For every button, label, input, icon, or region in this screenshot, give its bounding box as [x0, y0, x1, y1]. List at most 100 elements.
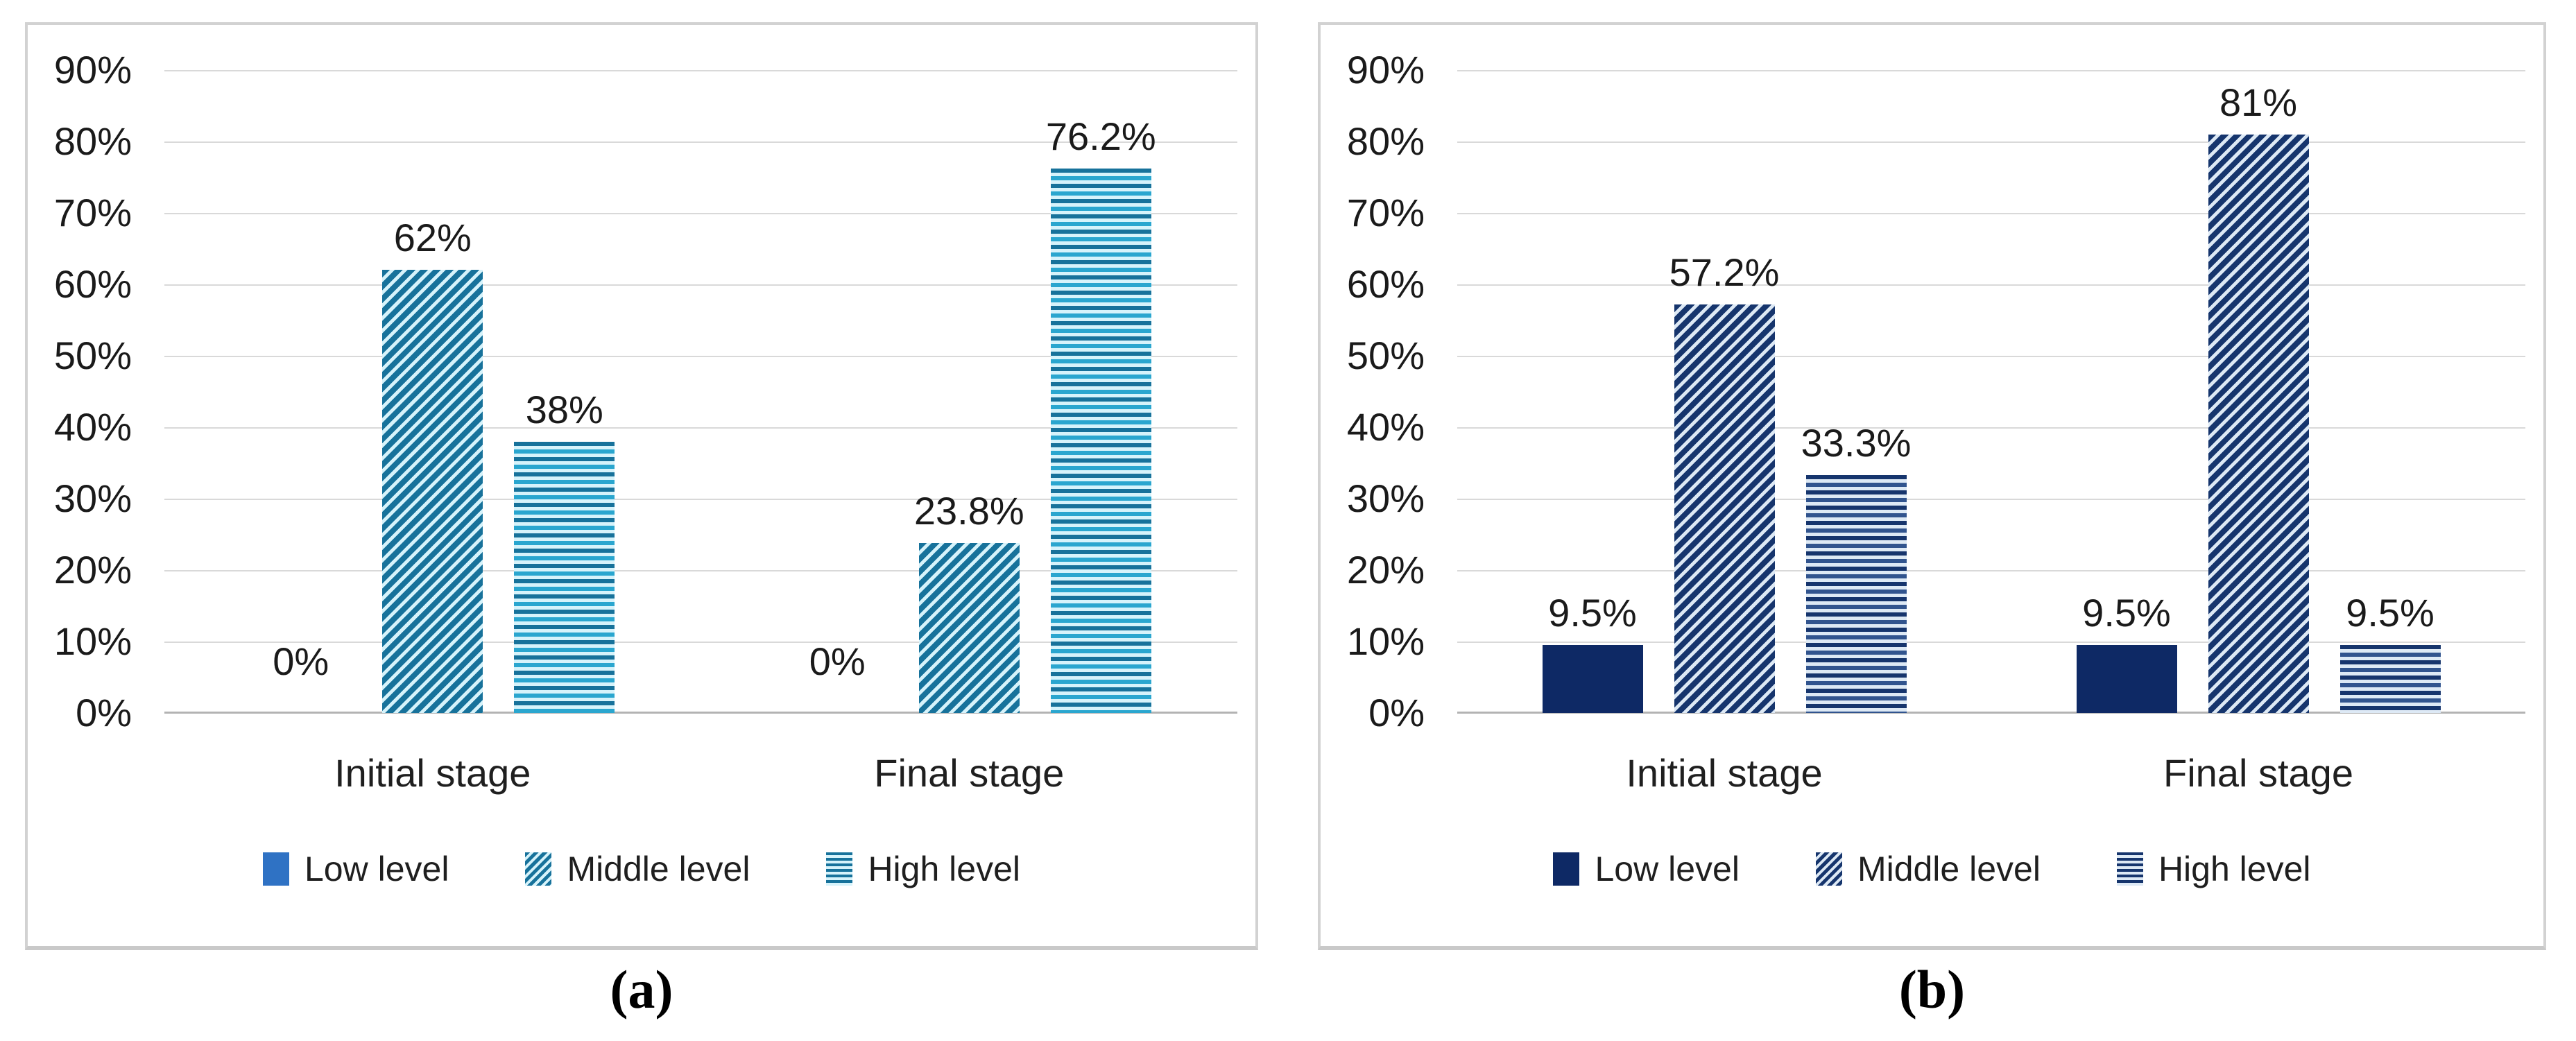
legend-swatch-diagonal-icon: [1815, 852, 1842, 886]
bar-value-label: 0%: [809, 639, 866, 683]
y-axis-tick-label: 50%: [53, 334, 132, 377]
plot-area: 0% 62% 38% 0% 23.8% 76.2%: [164, 70, 1237, 714]
bar-value-label: 9.5%: [1548, 591, 1637, 635]
bar-a-final-stage-high-level: 76.2%: [1046, 117, 1156, 713]
gridline: [164, 499, 1237, 500]
x-axis-line: [1457, 712, 2525, 714]
y-axis-tick-label: 0%: [1368, 691, 1425, 734]
y-axis-tick-label: 60%: [53, 262, 132, 306]
category-group-final-stage: 0% 23.8% 76.2%: [701, 70, 1238, 713]
bar-value-label: 9.5%: [2346, 591, 2435, 635]
y-axis-tick-label: 20%: [1346, 548, 1425, 592]
bar-value-label: 38%: [525, 387, 603, 431]
legend-label-low-level: Low level: [304, 850, 449, 888]
chart-panel-a: 90% 80% 70% 60% 50% 40% 30% 20% 10% 0% 0% 62% 38% 0% 2…: [25, 22, 1258, 950]
y-axis-tick-label: 80%: [1346, 119, 1425, 163]
bar-a-initial-stage-middle-level: 62%: [382, 218, 483, 713]
y-axis-tick-label: 10%: [1346, 619, 1425, 663]
legend-item-middle-level: Middle level: [525, 852, 750, 886]
bar-b-final-stage-low-level: 9.5%: [2076, 594, 2177, 713]
category-axis: Initial stage Final stage: [1457, 750, 2525, 796]
legend-item-high-level: High level: [826, 852, 1020, 886]
category-group-initial-stage: 9.5% 57.2% 33.3%: [1457, 70, 1991, 713]
legend-swatch-solid-icon: [262, 852, 289, 886]
category-label-final-stage: Final stage: [874, 751, 1065, 795]
legend-item-low-level: Low level: [1553, 850, 1740, 888]
plot-area: 9.5% 57.2% 33.3% 9.5% 81% 9.5%: [1457, 70, 2525, 714]
category-label-final-stage: Final stage: [2163, 751, 2353, 795]
y-axis-tick-label: 20%: [53, 548, 132, 592]
caption-b: (b): [1898, 959, 1966, 1020]
legend-label-middle-level: Middle level: [1857, 850, 2041, 888]
gridline: [164, 642, 1237, 643]
legend: Low level Middle level High level: [28, 852, 1255, 886]
y-axis-tick-label: 70%: [1346, 191, 1425, 234]
gridline: [1457, 427, 2525, 429]
legend-item-middle-level: Middle level: [1815, 850, 2041, 888]
bar-value-label: 9.5%: [2082, 591, 2171, 635]
y-axis-tick-label: 40%: [1346, 405, 1425, 449]
bar-value-label: 76.2%: [1045, 114, 1156, 159]
gridline: [1457, 570, 2525, 571]
legend-item-low-level: Low level: [262, 850, 449, 888]
bar-value-label: 62%: [393, 216, 472, 260]
bar-value-label: 33.3%: [1801, 421, 1912, 465]
gridline: [1457, 499, 2525, 500]
bar-b-final-stage-high-level: 9.5%: [2339, 594, 2441, 713]
bar-value-label: 57.2%: [1669, 250, 1780, 294]
gridline: [1457, 284, 2525, 286]
legend-swatch-horizontal-icon: [826, 852, 853, 886]
legend-swatch-diagonal-icon: [525, 852, 552, 886]
y-axis-tick-label: 90%: [53, 48, 132, 92]
gridline: [1457, 213, 2525, 214]
gridline: [164, 356, 1237, 357]
chart-panel-b: 90% 80% 70% 60% 50% 40% 30% 20% 10% 0% 9.5% 57.2% 33…: [1318, 22, 2546, 950]
y-axis-tick-label: 30%: [53, 476, 132, 520]
y-axis-tick-label: 0%: [76, 691, 132, 734]
bar-groups: 0% 62% 38% 0% 23.8% 76.2%: [164, 70, 1237, 713]
y-axis-tick-label: 80%: [53, 119, 132, 163]
legend-label-low-level: Low level: [1595, 850, 1740, 888]
gridline: [1457, 642, 2525, 643]
y-axis-tick-label: 40%: [53, 405, 132, 449]
gridline: [164, 141, 1237, 143]
legend-swatch-horizontal-icon: [2116, 852, 2143, 886]
caption-a: (a): [610, 959, 673, 1020]
legend-swatch-solid-icon: [1553, 852, 1580, 886]
legend-label-high-level: High level: [868, 850, 1021, 888]
y-axis-tick-label: 90%: [1346, 48, 1425, 92]
gridline: [164, 70, 1237, 71]
category-group-final-stage: 9.5% 81% 9.5%: [1991, 70, 2525, 713]
legend-item-high-level: High level: [2116, 850, 2311, 888]
category-group-initial-stage: 0% 62% 38%: [164, 70, 701, 713]
gridline: [164, 284, 1237, 286]
gridline: [1457, 356, 2525, 357]
bar-value-label: 81%: [2219, 80, 2298, 124]
legend-label-high-level: High level: [2158, 850, 2311, 888]
category-label-initial-stage: Initial stage: [1626, 751, 1823, 795]
y-axis-tick-label: 30%: [1346, 476, 1425, 520]
bar-groups: 9.5% 57.2% 33.3% 9.5% 81% 9.5%: [1457, 70, 2525, 713]
bar-a-initial-stage-high-level: 38%: [514, 390, 615, 713]
gridline: [164, 570, 1237, 571]
y-axis-tick-label: 10%: [53, 619, 132, 663]
bar-b-initial-stage-high-level: 33.3%: [1801, 424, 1911, 713]
category-label-initial-stage: Initial stage: [334, 751, 531, 795]
bar-value-label: 0%: [273, 639, 329, 683]
bar-b-initial-stage-middle-level: 57.2%: [1669, 252, 1779, 713]
category-axis: Initial stage Final stage: [164, 750, 1237, 796]
gridline: [1457, 70, 2525, 71]
bar-value-label: 23.8%: [913, 488, 1024, 533]
y-axis-tick-label: 70%: [53, 191, 132, 234]
y-axis-tick-label: 60%: [1346, 262, 1425, 306]
bar-b-final-stage-middle-level: 81%: [2208, 83, 2309, 713]
gridline: [164, 427, 1237, 429]
legend: Low level Middle level High level: [1321, 852, 2543, 886]
bar-b-initial-stage-low-level: 9.5%: [1542, 594, 1643, 713]
bar-a-final-stage-middle-level: 23.8%: [914, 491, 1024, 713]
x-axis-line: [164, 712, 1237, 714]
legend-label-middle-level: Middle level: [567, 850, 750, 888]
y-axis-tick-label: 50%: [1346, 334, 1425, 377]
gridline: [164, 213, 1237, 214]
